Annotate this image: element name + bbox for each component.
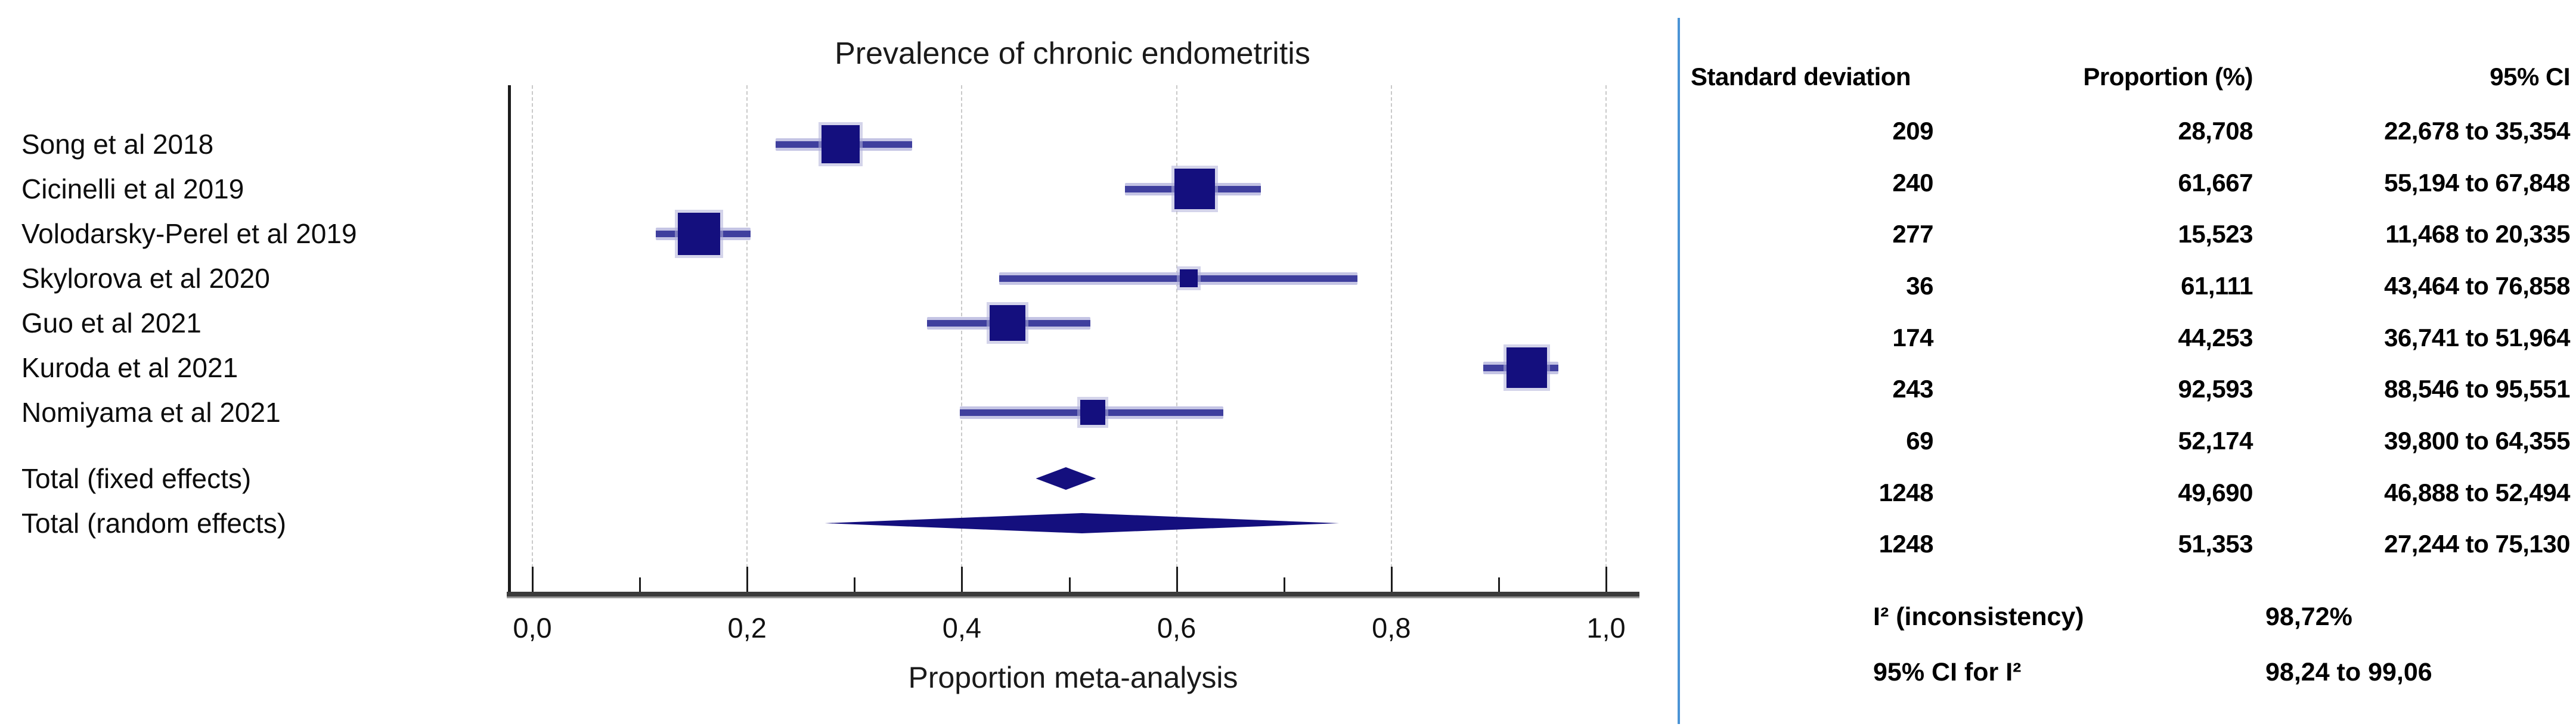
gridline-0,6 (1176, 85, 1177, 592)
cell-sd: 174 (1892, 324, 1933, 352)
cell-proportion: 92,593 (2178, 375, 2253, 403)
gridline-1,0 (1605, 85, 1607, 592)
x-minor-tick-50 (1068, 577, 1071, 592)
x-axis-title: Proportion meta-analysis (908, 661, 1238, 694)
table-row: 1248 49,690 46,888 to 52,494 (1691, 476, 2571, 509)
study-label: Volodarsky-Perel et al 2019 (21, 218, 357, 249)
stat-value: 98,72% (2265, 602, 2352, 631)
stat-label: I² (inconsistency) (1873, 602, 2084, 631)
gridline-0,4 (961, 85, 963, 592)
table-row: 69 52,174 39,800 to 64,355 (1691, 424, 2570, 458)
x-minor-tick-30 (854, 577, 856, 592)
cell-proportion: 61,111 (2181, 272, 2253, 300)
col-header-ci: 95% CI (2490, 63, 2570, 91)
table-row: 36 61,111 43,464 to 76,858 (1691, 269, 2570, 303)
x-tick-label-0,6: 0,6 (1157, 612, 1196, 644)
cell-proportion: 44,253 (2178, 324, 2253, 352)
col-header-proportion: Proportion (%) (2083, 63, 2253, 91)
weight-square (989, 305, 1025, 341)
cell-ci: 43,464 to 76,858 (2384, 272, 2570, 300)
total-label: Total (fixed effects) (21, 463, 252, 494)
study-label: Nomiyama et al 2021 (21, 397, 281, 428)
cell-ci: 46,888 to 52,494 (2384, 479, 2570, 507)
stat-label: 95% CI for I² (1873, 658, 2022, 686)
y-axis-line (508, 85, 511, 596)
cell-proportion: 28,708 (2178, 117, 2253, 145)
x-tick-label-0,8: 0,8 (1372, 612, 1411, 644)
pooled-diamond (824, 513, 1340, 533)
cell-sd: 243 (1892, 375, 1933, 403)
pooled-diamond (1036, 467, 1096, 490)
cell-sd: 1248 (1878, 530, 1934, 558)
cell-ci: 55,194 to 67,848 (2384, 169, 2570, 197)
cell-sd: 1248 (1878, 479, 1934, 507)
study-label: Kuroda et al 2021 (21, 352, 238, 383)
x-minor-tick-70 (1283, 577, 1285, 592)
weight-square (1080, 400, 1105, 425)
x-tick-label-0,2: 0,2 (727, 612, 767, 644)
cell-ci: 27,244 to 75,130 (2384, 530, 2570, 558)
x-major-tick-0,2 (746, 567, 749, 592)
chart-title: Prevalence of chronic endometritis (835, 36, 1310, 71)
cell-proportion: 51,353 (2178, 530, 2253, 558)
cell-sd: 209 (1892, 117, 1933, 145)
total-label: Total (random effects) (21, 508, 287, 539)
study-label: Skylorova et al 2020 (21, 263, 270, 294)
weight-square (1179, 269, 1198, 287)
table-row: 243 92,593 88,546 to 95,551 (1691, 372, 2570, 406)
x-tick-label-0,4: 0,4 (942, 612, 982, 644)
weight-square (1174, 169, 1215, 209)
x-minor-tick-90 (1498, 577, 1500, 592)
x-major-tick-0,6 (1176, 567, 1178, 592)
weight-square (678, 212, 721, 255)
cell-ci: 88,546 to 95,551 (2384, 375, 2570, 403)
study-label: Song et al 2018 (21, 129, 214, 160)
x-tick-label-1,0: 1,0 (1586, 612, 1626, 644)
x-major-tick-0,0 (532, 567, 534, 592)
x-major-tick-1,0 (1605, 567, 1607, 592)
study-label: Cicinelli et al 2019 (21, 173, 244, 204)
x-major-tick-0,4 (961, 567, 963, 592)
cell-proportion: 52,174 (2178, 427, 2253, 455)
cell-sd: 36 (1906, 272, 1933, 300)
cell-ci: 11,468 to 20,335 (2385, 220, 2570, 248)
table-row: 1248 51,353 27,244 to 75,130 (1691, 527, 2571, 561)
cell-sd: 69 (1906, 427, 1933, 455)
table-row: 174 44,253 36,741 to 51,964 (1691, 321, 2570, 355)
stat-value: 98,24 to 99,06 (2265, 658, 2432, 686)
cell-ci: 22,678 to 35,354 (2384, 117, 2570, 145)
cell-proportion: 49,690 (2178, 479, 2253, 507)
x-minor-tick-10 (639, 577, 641, 592)
cell-proportion: 15,523 (2178, 220, 2253, 248)
x-tick-label-0,0: 0,0 (513, 612, 552, 644)
x-major-tick-0,8 (1390, 567, 1393, 592)
cell-ci: 36,741 to 51,964 (2384, 324, 2570, 352)
cell-proportion: 61,667 (2178, 169, 2253, 197)
gridline-0,8 (1390, 85, 1392, 592)
cell-ci: 39,800 to 64,355 (2384, 427, 2570, 455)
x-axis-line (507, 592, 1639, 596)
table-row: 240 61,667 55,194 to 67,848 (1691, 166, 2570, 200)
table-header-row: Standard deviation Proportion (%) 95% CI (1691, 60, 2570, 94)
weight-square (822, 125, 860, 163)
cell-sd: 277 (1892, 220, 1933, 248)
table-row: 277 15,523 11,468 to 20,335 (1691, 218, 2570, 251)
plot-table-divider-line (1678, 18, 1680, 724)
gridline-0,2 (746, 85, 748, 592)
weight-square (1506, 347, 1547, 388)
ci-line (999, 275, 1358, 282)
cell-sd: 240 (1892, 169, 1933, 197)
study-label: Guo et al 2021 (21, 307, 202, 338)
table-row: 209 28,708 22,678 to 35,354 (1691, 114, 2570, 148)
gridline-0,0 (532, 85, 533, 592)
col-header-sd: Standard deviation (1691, 63, 1911, 91)
